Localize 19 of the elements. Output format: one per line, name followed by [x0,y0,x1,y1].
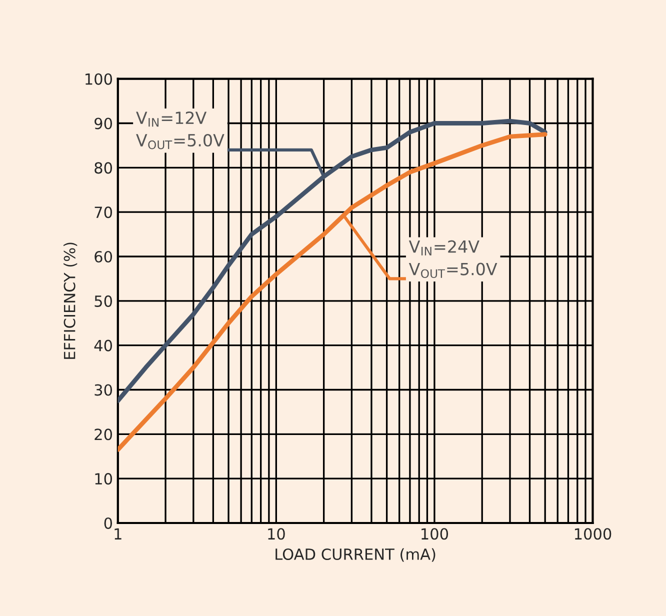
y-tick-label: 20 [94,428,112,440]
x-axis-title: LOAD CURRENT (mA) [276,548,436,562]
y-tick-label: 0 [104,517,112,530]
y-tick-label: 70 [94,206,112,218]
y-axis-title: EFFICIENCY (%) [64,242,78,359]
y-tick-label: 80 [94,162,112,174]
annotation: V$_{IN}$=12V V$_{OUT}$=5.0V [136,111,224,150]
y-tick-label: 30 [94,384,112,396]
x-tick-label: 10 [268,528,285,540]
y-tick-label: 90 [94,118,112,130]
y-tick-label: 100 [86,73,112,85]
annotation: V$_{IN}$=24V V$_{OUT}$=5.0V [408,240,498,278]
x-tick-label: 100 [422,528,448,540]
y-tick-label: 50 [94,295,112,307]
x-tick-label: 1 [114,528,122,540]
y-tick-label: 40 [94,340,112,352]
x-tick-label: 1000 [574,528,612,540]
y-tick-label: 10 [95,473,112,485]
y-tick-label: 60 [94,250,112,263]
